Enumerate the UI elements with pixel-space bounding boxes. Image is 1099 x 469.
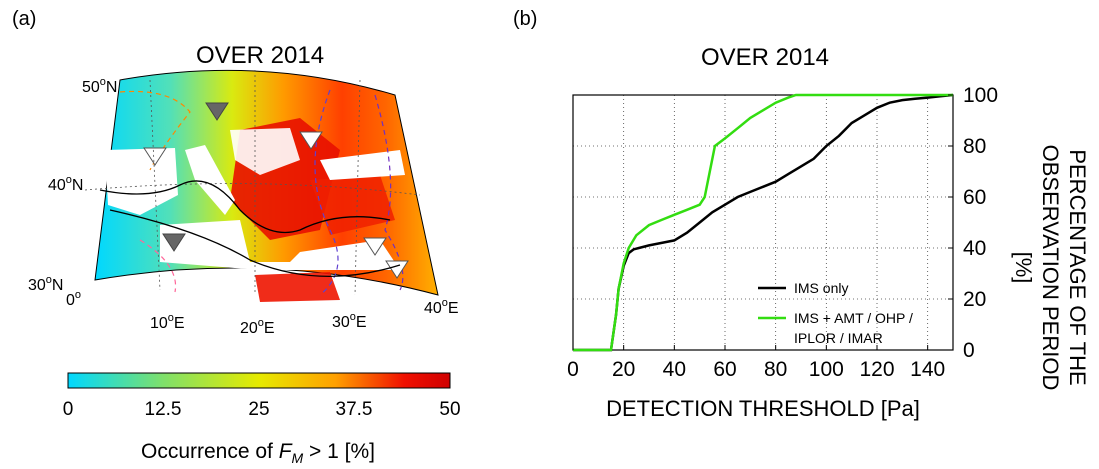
land-anatolia — [320, 150, 405, 180]
station-marker-white — [299, 131, 323, 150]
lat-label-50: 50oN — [82, 76, 117, 96]
colorbar-tick: 12.5 — [145, 399, 182, 420]
station-marker-dark — [162, 233, 186, 252]
colorbar-tick: 25 — [248, 399, 269, 420]
colorbar-tick: 0 — [63, 399, 74, 420]
x-tick-label: 20 — [612, 358, 635, 381]
y-tick-label: 20 — [963, 288, 986, 311]
y-tick-label: 0 — [963, 339, 975, 362]
plot-frame — [572, 94, 954, 351]
series-line — [573, 93, 953, 352]
panel-a-label: (a) — [12, 8, 37, 30]
x-tick-label: 120 — [859, 358, 894, 381]
lat-label-40: 40oN — [48, 174, 83, 194]
land-balkans — [230, 128, 300, 175]
x-tick-label: 0 — [567, 358, 579, 381]
legend-label: IMS + AMT / OHP / — [794, 310, 913, 326]
land-west — [105, 148, 178, 215]
line-chart: OVER 2014 0 20 40 60 80 100 120 140 0 20 40 60 80 10… — [567, 44, 1090, 421]
land-italy — [185, 145, 235, 215]
lat-label-30: 30oN — [28, 274, 63, 294]
series-line — [573, 93, 954, 352]
colorbar — [67, 372, 451, 389]
lon-label-40: 40oE — [424, 297, 459, 317]
y-axis-label: PERCENTAGE OF THE — [1065, 149, 1090, 385]
legend-label: IMS only — [794, 280, 848, 296]
map-panel: 50oN 40oN 30oN 0o 10oE 20oE 30oE 40oE 0 … — [28, 69, 461, 466]
y-tick-label: 80 — [963, 135, 986, 158]
x-tick-label: 40 — [663, 358, 686, 381]
colorbar-tick: 37.5 — [336, 399, 373, 420]
chart-title: OVER 2014 — [701, 44, 829, 71]
colorbar-label: Occurrence of FM > 1 [%] — [141, 440, 375, 466]
hotspot-south — [255, 272, 340, 302]
x-tick-label: 60 — [713, 358, 736, 381]
land-africa — [160, 220, 400, 270]
lon-label-30: 30oE — [332, 311, 367, 331]
x-tick-label: 140 — [910, 358, 945, 381]
y-tick-label: 60 — [963, 186, 986, 209]
x-tick-label: 80 — [764, 358, 787, 381]
x-axis-label: DETECTION THRESHOLD [Pa] — [606, 396, 920, 421]
y-tick-label: 100 — [963, 84, 998, 107]
hotspot-red-east — [310, 175, 395, 235]
legend-label: IPLOR / IMAR — [794, 330, 883, 346]
colorbar-tick: 50 — [439, 399, 460, 420]
lon-label-10: 10oE — [150, 312, 185, 332]
y-tick-label: 40 — [963, 237, 986, 260]
station-marker-white — [143, 147, 167, 166]
panel-a-title: OVER 2014 — [196, 42, 325, 69]
y-axis-label: [%] — [1011, 252, 1036, 284]
panel-b-label: (b) — [513, 8, 538, 30]
lon-label-20: 20oE — [240, 317, 275, 337]
colorbar-ticks: 0 12.5 25 37.5 50 — [63, 399, 461, 420]
lon-label-0: 0o — [66, 289, 81, 309]
y-axis-label: OBSERVATION PERIOD — [1038, 145, 1063, 391]
station-marker-dark — [205, 102, 229, 121]
station-marker-white — [385, 260, 409, 279]
station-marker-white — [363, 237, 387, 256]
x-tick-label: 100 — [809, 358, 844, 381]
